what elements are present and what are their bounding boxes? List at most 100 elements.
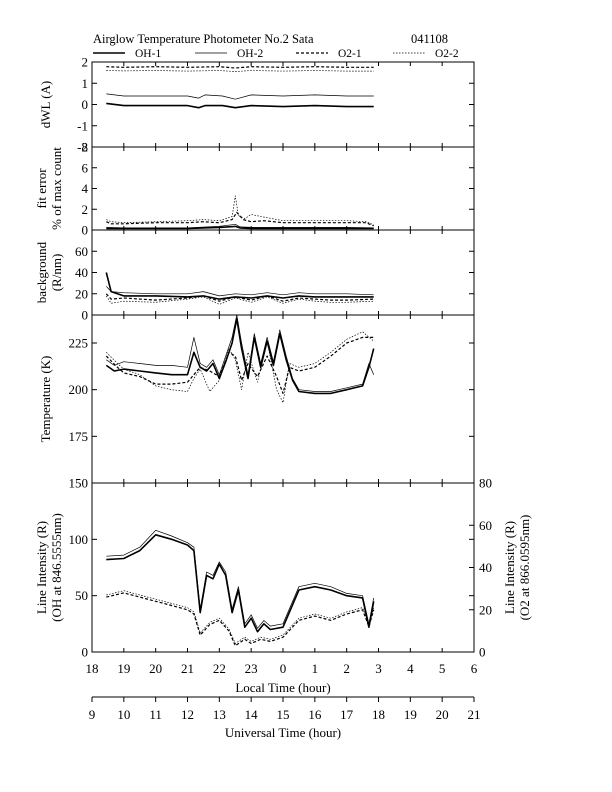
series-line-oh-1: [106, 102, 374, 109]
ut-tick-label: 21: [468, 707, 481, 722]
figure-header: Airglow Temperature Photometer No.2 Sata…: [93, 32, 448, 46]
y-tick-label: 40: [75, 265, 88, 280]
y-tick-label: 8: [82, 140, 89, 155]
series-line-oh-1: [105, 272, 374, 300]
local-time-tick-label: 5: [439, 661, 446, 676]
figure-title: Airglow Temperature Photometer No.2 Sata: [93, 32, 314, 46]
ut-tick-label: 11: [149, 707, 162, 722]
ut-tick-label: 18: [372, 707, 385, 722]
panel-1: -2 -1 0 1 2 dWL (A): [38, 55, 475, 155]
series-line-o2-1: [105, 336, 374, 394]
local-time-tick-label: 20: [149, 661, 162, 676]
local-time-tick-label: 19: [117, 661, 130, 676]
y-right-tick-label: 60: [479, 518, 492, 533]
y-right-tick-label: 0: [479, 645, 486, 660]
y-tick-label: -1: [77, 118, 88, 133]
y-tick-label: 0: [82, 97, 89, 112]
plot-panels: -2 -1 0 1 2 dWL (A) 0 2 4 6 8 fit error% of max cou…: [34, 55, 532, 660]
series-line-o2-2: [106, 70, 374, 72]
local-time-tick-label: 22: [213, 661, 226, 676]
local-time-tick-label: 2: [343, 661, 350, 676]
y-axis-title: % of max count: [49, 147, 64, 230]
ut-tick-label: 14: [245, 707, 259, 722]
local-time-tick-label: 0: [280, 661, 287, 676]
ut-tick-label: 17: [340, 707, 354, 722]
legend: OH-1 OH-2 O2-1 O2-2: [93, 48, 459, 60]
ut-tick-label: 16: [308, 707, 322, 722]
y-tick-label: 6: [82, 160, 89, 175]
y-axis-title-right: (O2 at 866.0595nm): [517, 515, 532, 621]
series-line-oh-1: [106, 225, 374, 230]
series-line-oh-2: [106, 223, 374, 229]
y-tick-label: 0: [82, 645, 89, 660]
y-right-tick-label: 40: [479, 560, 492, 575]
series-line-o2-2: [106, 295, 374, 305]
y-axis-title: Line Intensity (R): [34, 521, 49, 614]
local-time-tick-label: 4: [407, 661, 414, 676]
ut-tick-label: 13: [213, 707, 226, 722]
y-axis-title: (R/nm): [49, 254, 64, 292]
ut-tick-label: 15: [277, 707, 290, 722]
y-tick-label: 150: [69, 476, 89, 491]
local-time-tick-label: 23: [245, 661, 258, 676]
y-axis-title: (OH at 846.5555nm): [49, 513, 64, 622]
legend-label-o2-2: O2-2: [435, 48, 459, 60]
y-tick-label: 50: [75, 588, 88, 603]
y-tick-label: 2: [82, 202, 89, 217]
series-line-o2-1: [105, 293, 374, 302]
y-tick-label: 4: [82, 181, 89, 196]
y-tick-label: 100: [69, 532, 89, 547]
local-time-tick-label: 18: [86, 661, 99, 676]
y-axis-title-right: Line Intensity (R): [502, 521, 517, 614]
panel-frame: [91, 61, 475, 148]
y-axis-title: Temperature (K): [38, 356, 53, 443]
ut-tick-label: 9: [89, 707, 96, 722]
local-time-axis-title: Local Time (hour): [235, 680, 330, 695]
series-line-oh-1: [105, 317, 375, 395]
series-line-o2-1: [106, 66, 374, 69]
ut-axis-title: Universal Time (hour): [225, 725, 341, 740]
panel-frame: [91, 146, 475, 231]
series-line-o2-1: [106, 211, 374, 227]
local-time-tick-label: 6: [471, 661, 478, 676]
figure-date: 041108: [411, 32, 448, 46]
y-right-tick-label: 20: [479, 602, 492, 617]
panel-4: 175 200 225 Temperature (K): [38, 314, 475, 484]
series-line-oh-1: [106, 533, 375, 633]
y-tick-label: 20: [75, 286, 88, 301]
y-axis-title: dWL (A): [38, 81, 53, 129]
series-line-oh-2: [106, 93, 374, 100]
series-line-o2-2: [106, 195, 374, 226]
y-tick-label: 175: [69, 429, 89, 444]
series-line-oh-2: [106, 529, 375, 629]
ut-tick-label: 20: [436, 707, 449, 722]
y-tick-label: 200: [69, 382, 89, 397]
legend-label-o2-1: O2-1: [338, 48, 362, 60]
local-time-tick-label: 21: [181, 661, 194, 676]
panel-3: 0 20 40 60 background (R/nm): [34, 229, 475, 323]
y-tick-label: 0: [82, 223, 89, 238]
ut-tick-label: 19: [404, 707, 417, 722]
legend-label-oh-2: OH-2: [237, 48, 263, 60]
ut-tick-label: 12: [181, 707, 194, 722]
series-line-oh-2: [106, 286, 374, 297]
y-tick-label: 2: [82, 55, 89, 70]
series-line-o2-1: [106, 592, 375, 647]
series-line-oh-2: [106, 314, 375, 392]
local-time-tick-label: 3: [375, 661, 382, 676]
legend-label-oh-1: OH-1: [135, 48, 161, 60]
y-axis-title: background: [34, 241, 49, 303]
ut-tick-label: 10: [117, 707, 130, 722]
y-tick-label: 0: [82, 308, 89, 323]
y-tick-label: -2: [77, 140, 88, 155]
y-tick-label: 1: [82, 76, 89, 91]
series-line-o2-2: [106, 331, 374, 404]
panel-frame: [91, 314, 475, 484]
series-line-o2-2: [106, 590, 375, 644]
y-tick-label: 60: [75, 244, 88, 259]
panel-frame: [91, 229, 475, 316]
local-time-tick-label: 1: [312, 661, 319, 676]
